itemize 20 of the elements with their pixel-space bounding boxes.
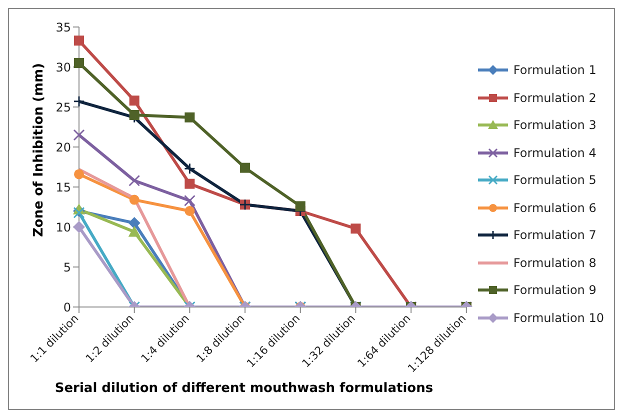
legend-label: Formulation 8 [513,256,596,270]
y-tick-label: 30 [56,60,71,74]
y-tick-label: 20 [56,140,71,154]
y-tick-label: 10 [56,220,71,234]
legend-label: Formulation 9 [513,283,596,298]
y-tick-label: 15 [56,180,71,194]
legend-label: Formulation 6 [513,200,596,215]
y-tick-label: 35 [56,20,71,34]
y-axis-title: Zone of Inhibition (mm) [32,63,47,237]
x-axis-title: Serial dilution of different mouthwash formulations [54,381,434,396]
legend-label: Formulation 4 [513,146,596,160]
legend-label: Formulation 10 [513,310,604,325]
y-tick-label: 0 [63,300,71,314]
legend-label: Formulation 7 [513,228,596,242]
legend-label: Formulation 5 [513,173,596,188]
legend-label: Formulation 3 [513,118,596,132]
y-tick-label: 5 [63,260,71,274]
legend-label: Formulation 1 [513,63,596,78]
legend-label: Formulation 2 [513,90,596,105]
y-tick-label: 25 [56,100,71,114]
